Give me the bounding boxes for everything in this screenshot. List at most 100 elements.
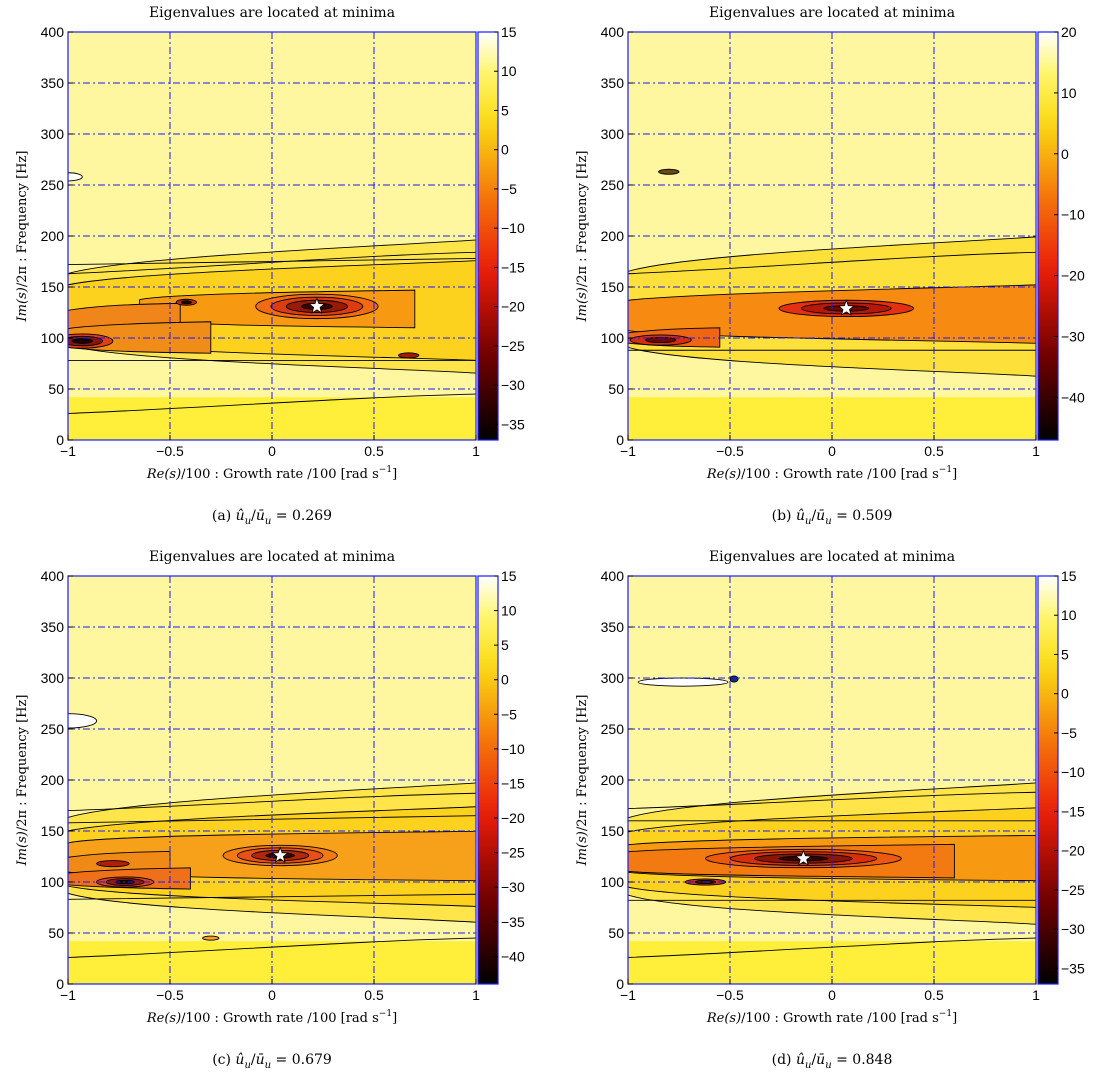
chart-title: Eigenvalues are located at minima: [149, 549, 395, 565]
y-tick-label: 350: [601, 619, 625, 635]
colorbar-tick-label: 10: [1061, 607, 1077, 623]
colorbar-tick-label: −10: [501, 220, 525, 236]
contour-line: [68, 393, 476, 414]
y-tick-label: 50: [48, 925, 64, 941]
contour-line: [68, 815, 476, 824]
x-tick-label: −0.5: [156, 987, 184, 1003]
y-tick-label: 50: [48, 381, 64, 397]
colorbar-tick-label: −25: [501, 338, 525, 354]
colorbar-tick-label: 15: [1061, 568, 1077, 584]
y-tick-label: 0: [616, 432, 624, 448]
y-tick-label: 0: [56, 976, 64, 992]
colorbar: [1037, 31, 1059, 441]
chart-svg: Eigenvalues are located at minima −1 −0.5 0…: [575, 549, 1085, 1071]
y-tick-label: 150: [601, 279, 625, 295]
colorbar-tick-label: 5: [501, 637, 509, 653]
y-tick-label: 250: [41, 177, 65, 193]
y-tick-label: 350: [41, 619, 65, 635]
eigenvalue-star: [794, 849, 813, 866]
y-tick-label: 150: [41, 823, 65, 839]
colorbar-tick-label: −20: [1061, 268, 1085, 284]
y-axis-label: Im(s)/2π : Frequency [Hz]: [575, 151, 590, 323]
x-tick-label: −1: [60, 987, 76, 1003]
eigenvalue-star: [271, 846, 289, 863]
y-tick-label: 150: [601, 823, 625, 839]
x-axis-label: Re(s)/100 : Growth rate /100 [rad s−1]: [146, 465, 397, 482]
y-tick-label: 250: [41, 721, 65, 737]
colorbar-tick-label: −15: [501, 775, 525, 791]
chart-svg: Eigenvalues are located at minima −1 −0.5 0…: [575, 5, 1085, 527]
panel-b: Eigenvalues are located at minima −1 −0.5 0…: [560, 0, 1096, 544]
contour-line: [68, 937, 476, 958]
colorbar-tick-label: −10: [1061, 764, 1085, 780]
y-tick-label: 250: [601, 721, 625, 737]
contour-line: [628, 937, 1036, 958]
y-tick-label: 400: [601, 568, 625, 584]
x-tick-label: 0.5: [364, 987, 384, 1003]
contour-well: [71, 338, 93, 344]
colorbar-tick-label: 0: [501, 672, 509, 688]
colorbar-tick-label: 10: [501, 603, 517, 619]
x-tick-label: −1: [620, 987, 636, 1003]
y-axis-label: Im(s)/2π : Frequency [Hz]: [15, 695, 30, 867]
y-tick-label: 300: [601, 126, 625, 142]
y-tick-label: 100: [601, 874, 625, 890]
y-tick-label: 100: [601, 330, 625, 346]
y-tick-label: 50: [608, 381, 624, 397]
colorbar-tick-label: −20: [1061, 843, 1085, 859]
x-tick-label: 1: [1032, 443, 1040, 459]
colorbar-tick-label: −35: [501, 914, 525, 930]
x-tick-label: −0.5: [716, 443, 744, 459]
chart-svg: Eigenvalues are located at minima −1 −0.5 0…: [15, 5, 525, 527]
y-tick-label: 200: [41, 772, 65, 788]
colorbar-tick-label: −30: [501, 879, 525, 895]
colorbar: [477, 31, 499, 441]
colorbar-tick-label: −25: [1061, 882, 1085, 898]
x-tick-label: −0.5: [716, 987, 744, 1003]
y-tick-label: 350: [601, 75, 625, 91]
figure-caption: (a) ûu/ūu = 0.269: [212, 508, 332, 527]
contour-white: [637, 677, 729, 687]
y-tick-label: 400: [601, 24, 625, 40]
contour-line: [68, 893, 476, 900]
x-tick-label: 1: [472, 443, 480, 459]
colorbar-tick-label: −35: [501, 416, 525, 432]
y-tick-label: 100: [41, 330, 65, 346]
y-tick-label: 50: [608, 925, 624, 941]
y-tick-label: 100: [41, 874, 65, 890]
colorbar-tick-label: −5: [501, 181, 517, 197]
y-tick-label: 200: [601, 772, 625, 788]
x-tick-label: −1: [60, 443, 76, 459]
colorbar-tick-label: 0: [501, 142, 509, 158]
colorbar: [1037, 575, 1059, 985]
x-tick-label: 1: [472, 987, 480, 1003]
y-tick-label: 400: [41, 568, 65, 584]
x-axis-label: Re(s)/100 : Growth rate /100 [rad s−1]: [706, 465, 957, 482]
x-tick-label: 0: [828, 443, 836, 459]
colorbar-tick-label: −20: [501, 299, 525, 315]
colorbar-tick-label: −40: [501, 948, 525, 964]
eigenvalue-star: [837, 299, 855, 316]
contour-well: [180, 300, 192, 305]
colorbar-tick-label: −35: [1061, 960, 1085, 976]
y-tick-label: 250: [601, 177, 625, 193]
contour-line: [68, 257, 476, 266]
y-tick-label: 200: [41, 228, 65, 244]
chart-title: Eigenvalues are located at minima: [709, 549, 955, 565]
figure-caption: (c) ûu/ūu = 0.679: [212, 1052, 332, 1071]
colorbar-tick-label: −5: [1061, 725, 1077, 741]
y-tick-label: 400: [41, 24, 65, 40]
contour-line: [628, 251, 1036, 275]
colorbar-tick-label: −40: [1061, 389, 1085, 405]
colorbar-tick-label: −10: [501, 741, 525, 757]
figure-caption: (d) ûu/ūu = 0.848: [772, 1052, 893, 1071]
x-tick-label: −1: [620, 443, 636, 459]
colorbar-tick-label: 5: [501, 102, 509, 118]
colorbar-tick-label: 15: [501, 24, 517, 40]
colorbar-tick-label: −30: [501, 377, 525, 393]
x-tick-label: 0: [268, 443, 276, 459]
colorbar-tick-label: 15: [501, 568, 517, 584]
colorbar-tick-label: −20: [501, 810, 525, 826]
colorbar-tick-label: 0: [1061, 686, 1069, 702]
x-axis-label: Re(s)/100 : Growth rate /100 [rad s−1]: [146, 1009, 397, 1026]
